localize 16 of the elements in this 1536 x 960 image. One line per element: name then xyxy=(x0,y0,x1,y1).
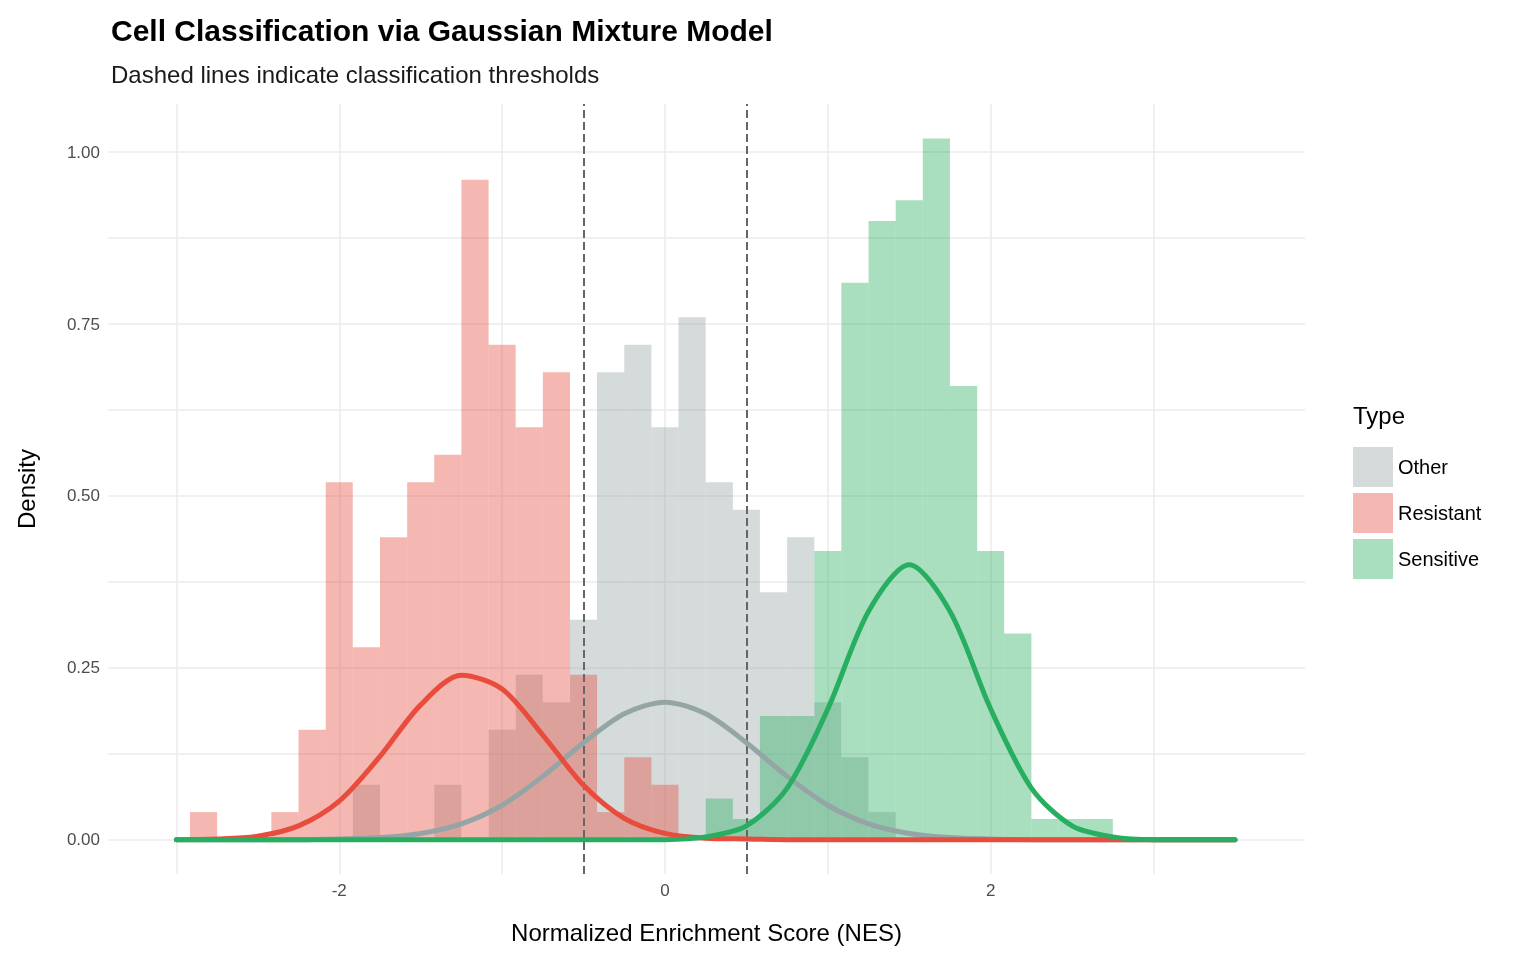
chart-subtitle: Dashed lines indicate classification thresholds xyxy=(111,60,600,88)
legend-label: Sensitive xyxy=(1398,548,1480,570)
y-tick-label: 0.00 xyxy=(66,830,100,850)
chart-title: Cell Classification via Gaussian Mixture Model xyxy=(111,13,773,47)
y-axis-title: Density xyxy=(12,448,40,530)
y-tick-label: 1.00 xyxy=(66,142,100,162)
y-tick-label: 0.75 xyxy=(66,314,100,334)
legend-title: Type xyxy=(1353,401,1406,429)
y-tick-label: 0.50 xyxy=(66,486,100,506)
legend-label: Other xyxy=(1398,456,1449,478)
x-axis-title: Normalized Enrichment Score (NES) xyxy=(511,918,902,946)
x-tick-label: -2 xyxy=(331,881,347,900)
x-tick-label: 2 xyxy=(985,881,996,900)
y-tick-label: 0.25 xyxy=(66,658,100,678)
legend-label: Resistant xyxy=(1398,502,1482,524)
x-tick-label: 0 xyxy=(660,881,670,900)
